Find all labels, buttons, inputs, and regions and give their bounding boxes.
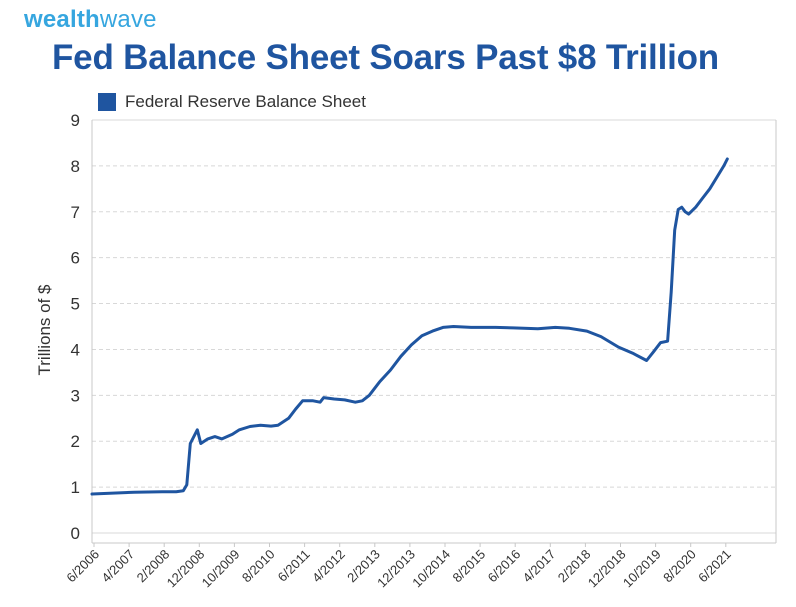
- x-tick-label: 6/2006: [63, 547, 102, 586]
- x-tick-label: 12/2018: [585, 547, 629, 591]
- series-line-federal-reserve-balance-sheet: [90, 157, 729, 496]
- y-tick-label: 7: [71, 203, 80, 222]
- y-axis-title: Trillions of $: [35, 284, 54, 376]
- x-axis-labels: 6/20064/20072/200812/200810/20098/20106/…: [63, 547, 734, 591]
- x-axis-ticks: [93, 543, 727, 547]
- y-axis-labels: 0 1 2 3 4 5 6 7 8 9: [71, 111, 80, 543]
- y-tick-label: 5: [71, 295, 80, 314]
- grid-lines: [91, 119, 777, 544]
- brand-logo-part2: wave: [99, 6, 157, 33]
- x-tick-label: 10/2019: [620, 547, 664, 591]
- y-tick-label: 2: [71, 432, 80, 451]
- legend-label: Federal Reserve Balance Sheet: [125, 92, 366, 111]
- x-tick-label: 12/2013: [374, 547, 418, 591]
- x-tick-label: 4/2012: [309, 547, 348, 586]
- x-tick-label: 8/2020: [660, 547, 699, 586]
- y-tick-label: 9: [71, 111, 80, 130]
- x-tick-label: 10/2014: [409, 547, 453, 591]
- x-tick-label: 10/2009: [199, 547, 243, 591]
- y-tick-label: 4: [71, 340, 80, 359]
- y-tick-label: 0: [71, 524, 80, 543]
- x-tick-label: 4/2017: [520, 547, 559, 586]
- y-tick-label: 6: [71, 249, 80, 268]
- x-tick-label: 12/2008: [164, 547, 208, 591]
- x-tick-label: 6/2016: [485, 547, 524, 586]
- x-tick-label: 8/2010: [239, 547, 278, 586]
- series-group: [90, 157, 729, 496]
- x-tick-label: 8/2015: [449, 547, 488, 586]
- y-tick-label: 8: [71, 157, 80, 176]
- x-tick-label: 6/2011: [275, 547, 313, 585]
- x-tick-label: 6/2021: [695, 547, 734, 586]
- y-tick-label: 3: [71, 386, 80, 405]
- chart-legend: Federal Reserve Balance Sheet: [98, 92, 366, 112]
- x-tick-label: 4/2007: [98, 547, 137, 586]
- brand-logo-part1: wealth: [24, 6, 100, 33]
- brand-logo: wealthwave: [24, 6, 157, 34]
- y-tick-label: 1: [71, 478, 80, 497]
- chart-title: Fed Balance Sheet Soars Past $8 Trillion: [52, 38, 719, 77]
- legend-swatch: [98, 93, 116, 111]
